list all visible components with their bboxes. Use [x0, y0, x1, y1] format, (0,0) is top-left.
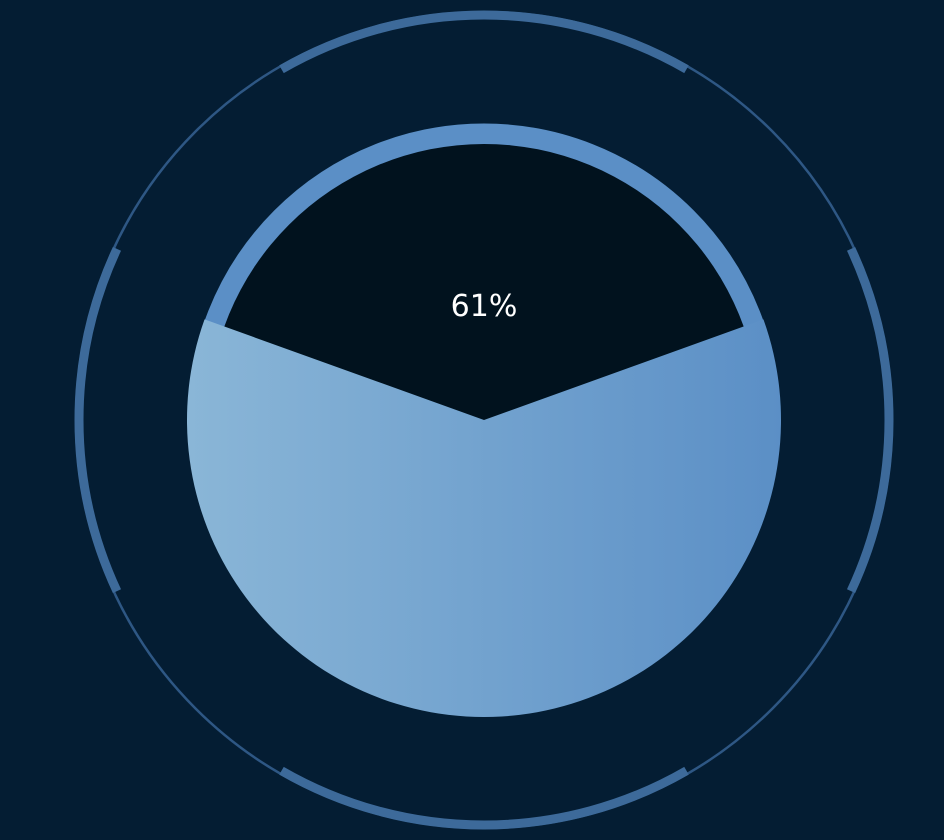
outer-ring-arc-left — [74, 246, 122, 594]
gauge-filled-slice — [186, 319, 781, 717]
percentage-label: 61% — [451, 289, 518, 324]
outer-ring-arc-top — [279, 10, 689, 74]
outer-decorative-ring — [74, 10, 894, 830]
outer-ring-arc-right — [846, 246, 894, 594]
outer-ring-arc-bottom — [279, 766, 689, 830]
